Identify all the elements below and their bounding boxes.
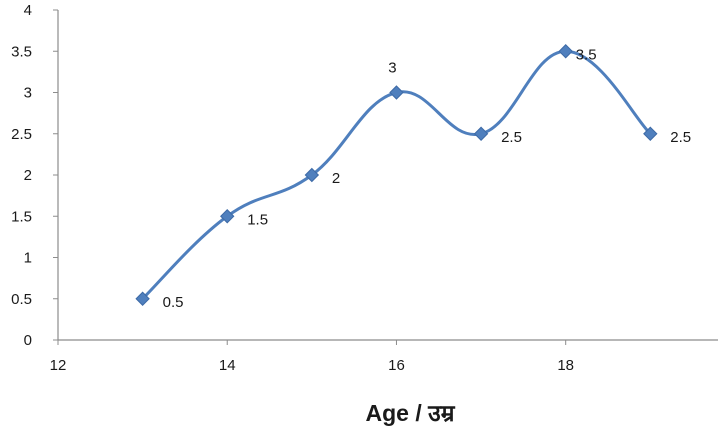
- x-tick-label: 14: [219, 357, 236, 374]
- data-point-marker: [558, 44, 573, 59]
- x-tick-label: 16: [388, 357, 405, 374]
- data-labels: 0.5 1.5 2 3 2.5 3.5 2.5: [163, 46, 692, 311]
- x-tick-label: 18: [557, 357, 574, 374]
- y-tick-label: 2.5: [11, 126, 32, 143]
- data-point-marker: [304, 167, 320, 183]
- y-tick-label: 0: [24, 332, 32, 349]
- markers: [135, 44, 658, 306]
- y-tick-label: 1.5: [11, 208, 32, 225]
- y-tick-label: 1: [24, 250, 32, 267]
- y-tick-label: 3.5: [11, 43, 32, 60]
- data-label: 2.5: [670, 129, 691, 146]
- x-axis-title: Age / उम्र: [366, 400, 456, 426]
- data-point-marker: [473, 126, 489, 141]
- data-label: 0.5: [163, 294, 184, 311]
- y-axis: 0 0.5 1 1.5 2 2.5 3 3.5 4: [11, 2, 59, 349]
- y-tick-label: 0.5: [11, 291, 32, 308]
- data-label: 2: [332, 170, 340, 187]
- y-tick-label: 2: [24, 167, 32, 184]
- x-axis: 12 14 16 18: [50, 339, 718, 374]
- x-tick-label: 12: [50, 357, 67, 374]
- data-point-marker: [389, 85, 404, 100]
- data-label: 2.5: [501, 129, 522, 146]
- data-label: 3.5: [576, 46, 597, 63]
- data-label: 1.5: [247, 211, 268, 228]
- y-tick-label: 4: [24, 2, 32, 19]
- data-label: 3: [388, 60, 396, 77]
- data-point-marker: [135, 291, 150, 306]
- data-point-marker: [643, 126, 658, 141]
- y-tick-label: 3: [24, 85, 32, 102]
- data-point-marker: [220, 209, 235, 224]
